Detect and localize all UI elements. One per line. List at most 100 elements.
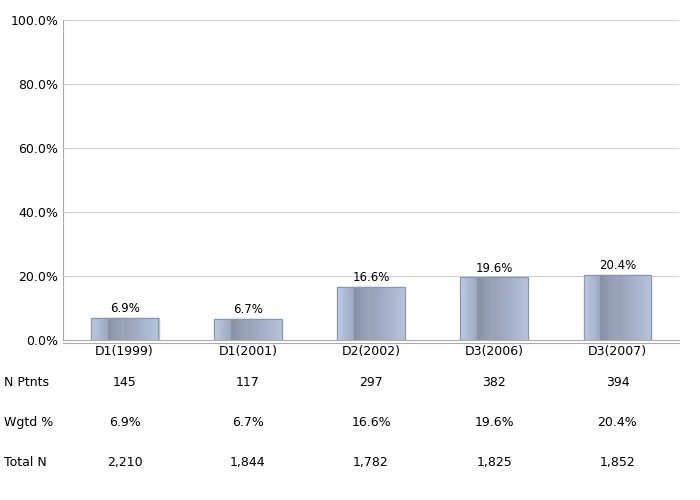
Bar bbox=[220, 318, 222, 340]
Bar bbox=[461, 278, 528, 340]
Bar bbox=[276, 318, 277, 340]
Bar bbox=[612, 274, 613, 340]
Bar bbox=[150, 318, 152, 340]
Text: 20.4%: 20.4% bbox=[598, 416, 637, 429]
Bar bbox=[393, 287, 395, 340]
Bar bbox=[607, 274, 608, 340]
Bar bbox=[513, 278, 514, 340]
Bar bbox=[364, 287, 365, 340]
Bar bbox=[463, 278, 464, 340]
Bar bbox=[500, 278, 501, 340]
Bar bbox=[613, 274, 614, 340]
Bar bbox=[259, 318, 260, 340]
Bar bbox=[354, 287, 356, 340]
Bar bbox=[640, 274, 641, 340]
Bar bbox=[616, 274, 617, 340]
Bar bbox=[99, 318, 100, 340]
Bar bbox=[274, 318, 275, 340]
Bar bbox=[620, 274, 621, 340]
Bar bbox=[491, 278, 492, 340]
Bar bbox=[604, 274, 605, 340]
Bar bbox=[340, 287, 341, 340]
Bar bbox=[510, 278, 511, 340]
Text: 297: 297 bbox=[359, 376, 383, 389]
Text: 6.7%: 6.7% bbox=[233, 303, 262, 316]
Bar bbox=[351, 287, 352, 340]
Bar bbox=[156, 318, 158, 340]
Bar bbox=[615, 274, 617, 340]
Bar bbox=[240, 318, 241, 340]
Bar bbox=[93, 318, 95, 340]
Bar bbox=[587, 274, 588, 340]
Bar bbox=[375, 287, 377, 340]
Text: 394: 394 bbox=[606, 376, 629, 389]
Bar bbox=[377, 287, 378, 340]
Bar bbox=[108, 318, 109, 340]
Bar bbox=[511, 278, 512, 340]
Bar bbox=[370, 287, 371, 340]
Bar bbox=[363, 287, 364, 340]
Bar bbox=[509, 278, 510, 340]
Bar bbox=[630, 274, 631, 340]
Bar bbox=[386, 287, 387, 340]
Bar bbox=[148, 318, 150, 340]
Bar bbox=[352, 287, 353, 340]
Bar bbox=[360, 287, 362, 340]
Bar bbox=[136, 318, 137, 340]
Bar bbox=[584, 274, 651, 340]
Bar bbox=[595, 274, 596, 340]
Bar bbox=[125, 318, 126, 340]
Bar bbox=[270, 318, 272, 340]
Bar bbox=[232, 318, 233, 340]
Text: 1,844: 1,844 bbox=[230, 456, 265, 469]
Bar bbox=[518, 278, 519, 340]
Bar bbox=[97, 318, 99, 340]
Bar bbox=[623, 274, 624, 340]
Bar bbox=[527, 278, 528, 340]
Bar bbox=[389, 287, 391, 340]
Bar bbox=[104, 318, 106, 340]
Bar bbox=[589, 274, 590, 340]
Bar bbox=[516, 278, 517, 340]
Bar bbox=[514, 278, 516, 340]
Bar bbox=[391, 287, 393, 340]
Bar bbox=[91, 318, 92, 340]
Bar bbox=[468, 278, 470, 340]
Bar bbox=[606, 274, 608, 340]
Bar bbox=[647, 274, 648, 340]
Bar bbox=[258, 318, 259, 340]
Bar bbox=[349, 287, 350, 340]
Text: 382: 382 bbox=[482, 376, 506, 389]
Bar bbox=[522, 278, 523, 340]
Bar bbox=[598, 274, 599, 340]
Bar bbox=[470, 278, 472, 340]
Bar bbox=[373, 287, 374, 340]
Bar bbox=[649, 274, 650, 340]
Text: Total N: Total N bbox=[4, 456, 46, 469]
Bar bbox=[134, 318, 135, 340]
Bar bbox=[237, 318, 238, 340]
Bar bbox=[390, 287, 391, 340]
Bar bbox=[634, 274, 636, 340]
Bar bbox=[262, 318, 264, 340]
Bar bbox=[257, 318, 258, 340]
Bar bbox=[496, 278, 498, 340]
Bar bbox=[121, 318, 122, 340]
Bar bbox=[639, 274, 640, 340]
Bar bbox=[234, 318, 235, 340]
Bar bbox=[368, 287, 369, 340]
Bar bbox=[118, 318, 119, 340]
Text: 1,852: 1,852 bbox=[599, 456, 636, 469]
Bar bbox=[384, 287, 386, 340]
Bar bbox=[379, 287, 380, 340]
Bar bbox=[252, 318, 253, 340]
Bar bbox=[102, 318, 104, 340]
Bar bbox=[114, 318, 116, 340]
Bar bbox=[265, 318, 266, 340]
Text: 117: 117 bbox=[236, 376, 260, 389]
Bar bbox=[629, 274, 630, 340]
Bar bbox=[484, 278, 485, 340]
Bar bbox=[588, 274, 589, 340]
Bar bbox=[631, 274, 632, 340]
Bar bbox=[374, 287, 376, 340]
